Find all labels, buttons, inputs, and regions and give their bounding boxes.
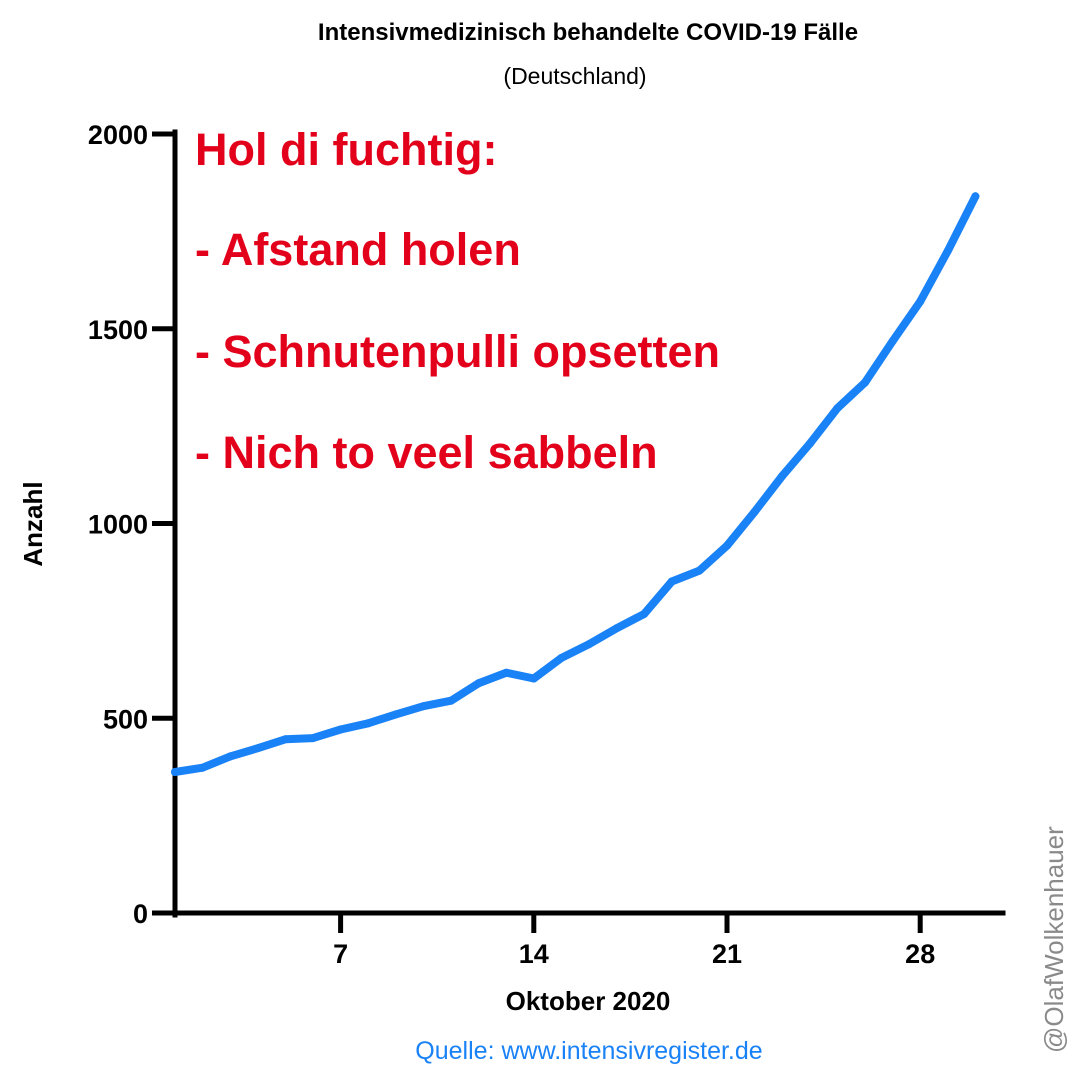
data-point [529, 674, 538, 683]
data-point [695, 566, 704, 575]
data-point [281, 735, 290, 744]
annotation-heading: Hol di fuchtig: [195, 124, 497, 175]
y-tick-label: 2000 [88, 120, 148, 150]
y-tick-label: 1000 [88, 510, 148, 540]
data-point [916, 297, 925, 306]
data-point [833, 404, 842, 413]
data-point [557, 653, 566, 662]
author-credit: @OlafWolkenhauer [1039, 826, 1069, 1053]
data-point [888, 337, 897, 346]
data-point [171, 768, 179, 776]
annotation-item-mask: - Schnutenpulli opsetten [195, 326, 720, 377]
x-axis-title: Oktober 2020 [506, 986, 671, 1016]
x-tick-label: 14 [519, 939, 549, 969]
x-tick-label: 7 [333, 939, 348, 969]
y-axis-title: Anzahl [18, 481, 48, 566]
series-line [171, 192, 980, 776]
data-point [419, 702, 428, 711]
data-point [253, 744, 262, 753]
annotation-item-distance: - Afstand holen [195, 224, 521, 275]
data-point [447, 696, 455, 705]
x-tick-label: 28 [905, 939, 935, 969]
annotation-block: Hol di fuchtig: - Afstand holen - Schnut… [195, 124, 720, 478]
data-point [805, 439, 814, 448]
data-point [585, 640, 593, 649]
data-point [640, 609, 649, 618]
data-point [309, 734, 317, 743]
data-point [667, 577, 676, 586]
data-point [750, 507, 759, 516]
y-tick-label: 500 [103, 704, 148, 734]
chart-subtitle: (Deutschland) [503, 63, 646, 89]
data-point [364, 719, 373, 728]
source-note: Quelle: www.intensivregister.de [415, 1037, 762, 1065]
data-point [474, 679, 483, 688]
data-point [778, 472, 787, 480]
y-tick-label: 0 [133, 899, 148, 929]
data-point [723, 541, 731, 550]
x-axis: 7 14 21 28 [170, 910, 1006, 969]
data-point [861, 378, 869, 387]
series-group [171, 192, 980, 776]
data-point [226, 752, 235, 761]
y-tick-label: 1500 [88, 315, 148, 345]
data-point [336, 725, 345, 734]
chart-title: Intensivmedizinisch behandelte COVID-19 … [318, 19, 858, 46]
annotation-item-talking: - Nich to veel sabbeln [195, 427, 658, 478]
data-point [198, 763, 207, 772]
x-tick-label: 21 [712, 939, 742, 969]
data-point [391, 710, 400, 719]
data-point [612, 624, 621, 633]
data-point [943, 246, 952, 255]
data-point [971, 192, 980, 201]
data-point [502, 668, 511, 677]
y-axis: 0 500 1000 1500 2000 [88, 120, 178, 929]
